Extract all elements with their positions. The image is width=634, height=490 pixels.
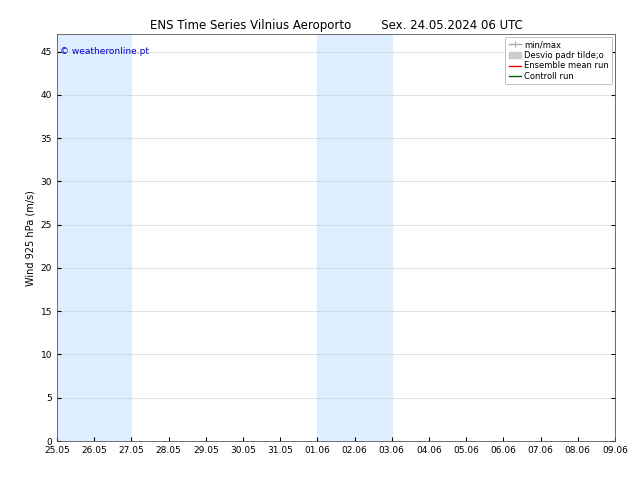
Bar [615, 34, 634, 441]
Bar [94, 34, 131, 441]
Text: © weatheronline.pt: © weatheronline.pt [60, 47, 149, 55]
Y-axis label: Wind 925 hPa (m/s): Wind 925 hPa (m/s) [25, 190, 35, 286]
Bar [57, 34, 94, 441]
Legend: min/max, Desvio padr tilde;o, Ensemble mean run, Controll run: min/max, Desvio padr tilde;o, Ensemble m… [505, 37, 612, 84]
Bar [354, 34, 392, 441]
Title: ENS Time Series Vilnius Aeroporto        Sex. 24.05.2024 06 UTC: ENS Time Series Vilnius Aeroporto Sex. 2… [150, 19, 522, 32]
Bar [318, 34, 354, 441]
